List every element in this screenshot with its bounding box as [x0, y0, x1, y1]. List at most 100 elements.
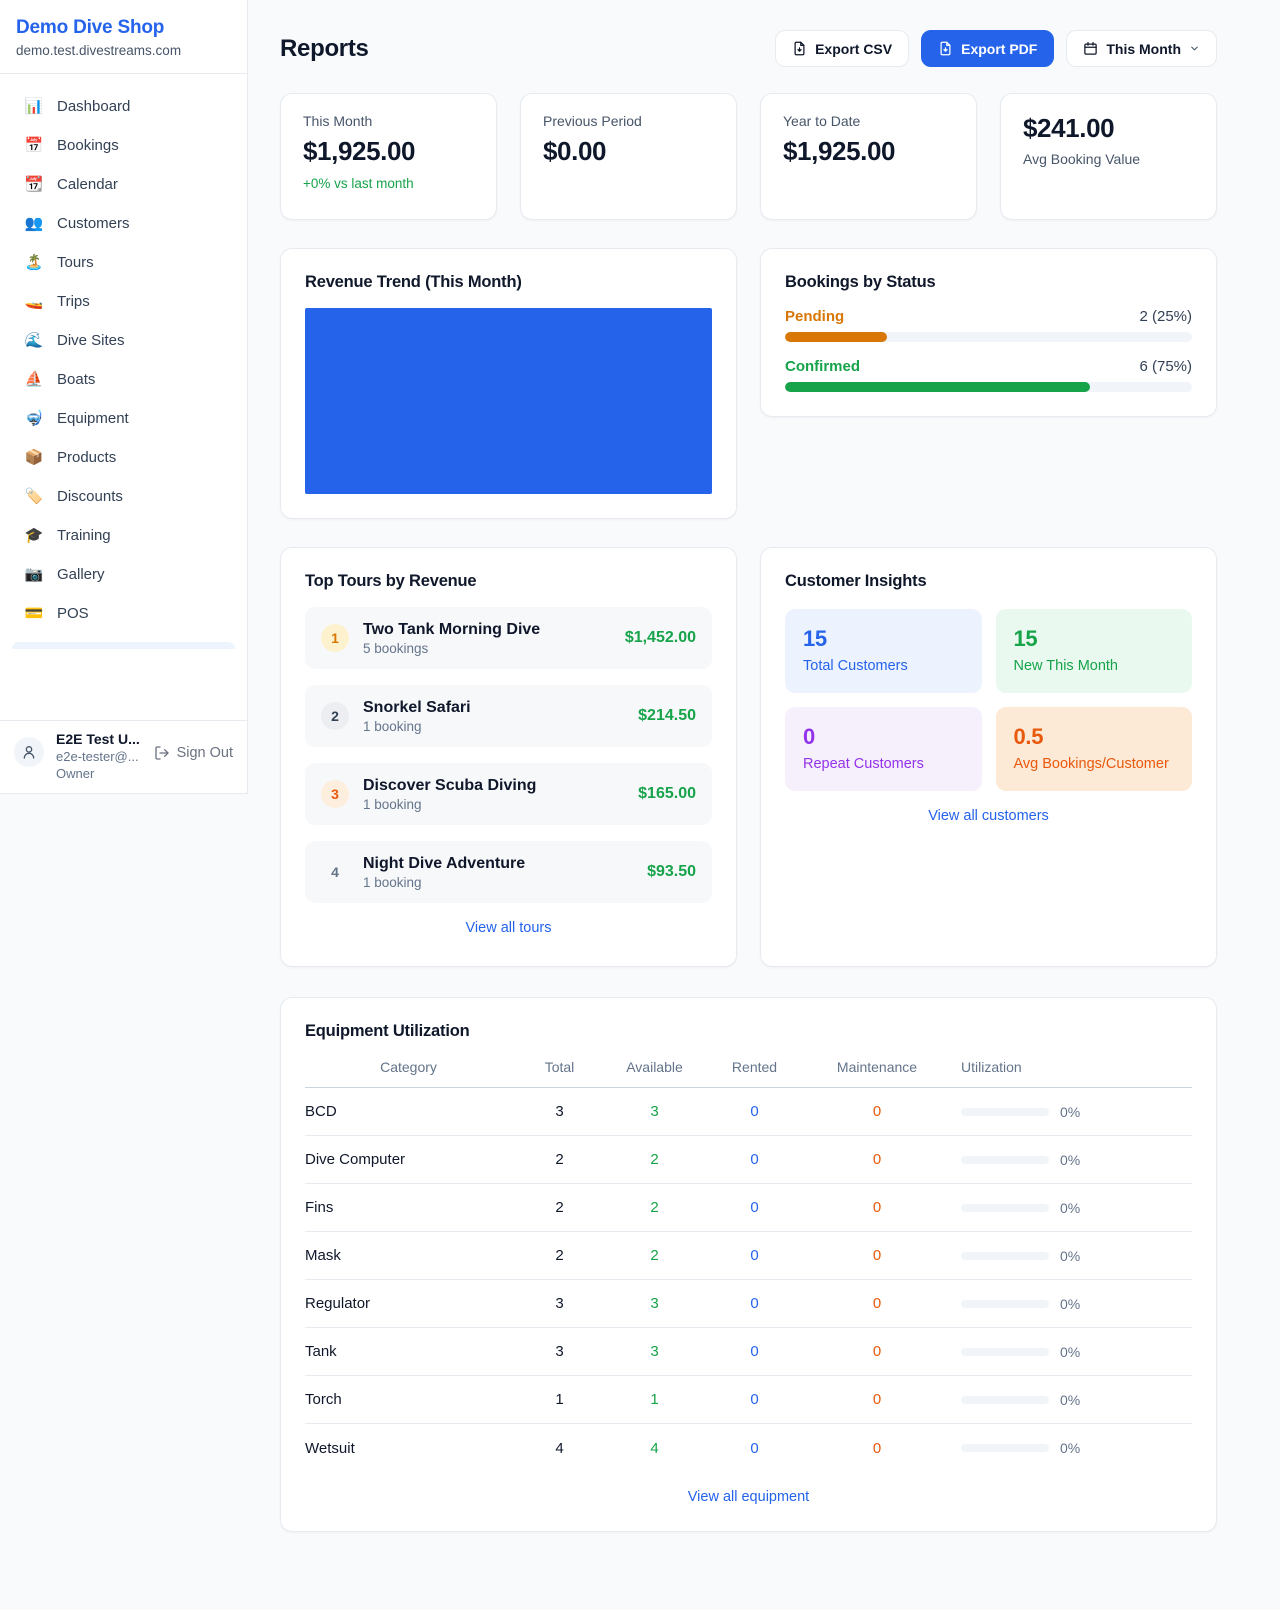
equipment-category: Wetsuit: [305, 1439, 355, 1457]
sidebar-item-equipment[interactable]: 🤿 Equipment: [12, 399, 235, 437]
stat-label: Year to Date: [783, 113, 861, 129]
sidebar-item-discounts[interactable]: 🏷️ Discounts: [12, 477, 235, 515]
tour-row[interactable]: 4 Night Dive Adventure 1 booking $93.50: [305, 841, 712, 903]
equipment-rented: 0: [750, 1439, 759, 1457]
tour-amount: $93.50: [647, 863, 696, 880]
status-list: Pending 2 (25%) Confirmed 6 (75%): [785, 308, 1192, 392]
sidebar-item-bookings[interactable]: 📅 Bookings: [12, 126, 235, 164]
stat-label: Avg Booking Value: [1023, 151, 1141, 167]
nav-item-label: Trips: [57, 292, 90, 310]
nav-item-icon: 🤿: [24, 410, 44, 427]
utilization-bar-track: [961, 1347, 1049, 1356]
table-row: Dive Computer 2 2 0 0 0%: [305, 1136, 1192, 1184]
view-all-tours-link[interactable]: View all tours: [465, 920, 552, 936]
sidebar-item-dashboard[interactable]: 📊 Dashboard: [12, 87, 235, 125]
utilization-bar-track: [961, 1251, 1049, 1260]
nav-item-icon: 📊: [24, 98, 44, 115]
rank-badge: 3: [321, 780, 349, 808]
utilization-percent: 0%: [1060, 1295, 1081, 1312]
sidebar-item-training[interactable]: 🎓 Training: [12, 516, 235, 554]
nav-item-label: Equipment: [57, 409, 129, 427]
equipment-maintenance: 0: [872, 1343, 882, 1360]
equipment-rented: 0: [750, 1103, 759, 1120]
export-csv-button[interactable]: Export CSV: [775, 30, 910, 67]
period-selector[interactable]: This Month: [1066, 30, 1217, 67]
utilization-bar-track: [961, 1203, 1049, 1212]
nav-item-label: POS: [57, 604, 89, 622]
sidebar-item-products[interactable]: 📦 Products: [12, 438, 235, 476]
sidebar-item-pos[interactable]: 💳 POS: [12, 594, 235, 632]
nav-item-label: Calendar: [57, 175, 118, 193]
active-nav-sliver: [12, 642, 235, 649]
export-pdf-button[interactable]: Export PDF: [921, 30, 1055, 67]
nav-item-icon: 🎓: [24, 527, 44, 544]
equipment-maintenance: 0: [872, 1247, 882, 1264]
table-row: Tank 3 3 0 0 0%: [305, 1328, 1192, 1376]
sign-out-button[interactable]: Sign Out: [154, 745, 233, 761]
sidebar-item-gallery[interactable]: 📷 Gallery: [12, 555, 235, 593]
insight-tile: 0 Repeat Customers: [785, 707, 982, 791]
utilization-percent: 0%: [1060, 1391, 1081, 1408]
insight-label: Repeat Customers: [803, 756, 924, 772]
sidebar-item-dive-sites[interactable]: 🌊 Dive Sites: [12, 321, 235, 359]
utilization-bar-track: [961, 1107, 1049, 1116]
equipment-category: Tank: [305, 1343, 337, 1360]
nav-item-icon: 🏝️: [24, 254, 44, 271]
sidebar-user-footer: E2E Test U... e2e-tester@... Owner Sign …: [0, 720, 247, 793]
nav-item-icon: 👥: [24, 215, 44, 232]
tour-info: Two Tank Morning Dive 5 bookings: [363, 621, 611, 656]
user-info: E2E Test U... e2e-tester@... Owner: [56, 731, 140, 781]
insight-tile: 0.5 Avg Bookings/Customer: [995, 707, 1192, 791]
equipment-total: 2: [555, 1247, 564, 1264]
page-header: Reports Export CSV Export PDF This Month: [280, 30, 1217, 67]
period-label: This Month: [1106, 40, 1181, 57]
tour-name: Night Dive Adventure: [363, 854, 526, 872]
stat-value: $241.00: [1023, 113, 1115, 143]
equipment-total: 2: [555, 1199, 564, 1216]
status-count: 6 (75%): [1139, 358, 1192, 375]
user-name: E2E Test U...: [56, 731, 140, 747]
utilization-percent: 0%: [1060, 1151, 1081, 1168]
equipment-total: 2: [555, 1151, 564, 1168]
insight-tile: 15 Total Customers: [785, 609, 982, 693]
stat-value: $0.00: [543, 136, 607, 166]
sidebar-item-calendar[interactable]: 📆 Calendar: [12, 165, 235, 203]
sidebar-item-trips[interactable]: 🚤 Trips: [12, 282, 235, 320]
status-bar-fill: [785, 382, 1091, 392]
avatar: [14, 737, 44, 767]
tour-row[interactable]: 1 Two Tank Morning Dive 5 bookings $1,45…: [305, 607, 712, 669]
insight-value: 0.5: [1013, 724, 1044, 749]
user-role: Owner: [56, 766, 95, 781]
page-title: Reports: [280, 34, 369, 62]
sidebar-item-customers[interactable]: 👥 Customers: [12, 204, 235, 242]
status-row: Confirmed 6 (75%): [785, 358, 1192, 392]
table-column-header: Rented: [731, 1059, 778, 1075]
nav-item-label: Training: [57, 526, 111, 544]
equipment-category: Regulator: [305, 1295, 371, 1312]
view-all-customers-link[interactable]: View all customers: [928, 808, 1049, 824]
tour-bookings: 1 booking: [363, 874, 422, 890]
nav-item-icon: 💳: [24, 605, 44, 622]
bookings-by-status-card: Bookings by Status Pending 2 (25%): [760, 248, 1217, 417]
nav-item-label: Customers: [57, 214, 130, 232]
tour-info: Night Dive Adventure 1 booking: [363, 855, 633, 890]
status-bar-track: [785, 332, 1192, 342]
equipment-category: BCD: [305, 1103, 337, 1120]
sidebar-item-tours[interactable]: 🏝️ Tours: [12, 243, 235, 281]
tour-bookings: 1 booking: [363, 718, 422, 734]
sidebar-item-boats[interactable]: ⛵ Boats: [12, 360, 235, 398]
tour-info: Discover Scuba Diving 1 booking: [363, 777, 624, 812]
revenue-trend-chart: [305, 308, 712, 494]
equipment-maintenance: 0: [872, 1151, 882, 1168]
rank-badge: 4: [331, 864, 339, 880]
nav-item-icon: 📦: [24, 449, 44, 466]
insight-label: New This Month: [1013, 658, 1119, 674]
utilization-percent: 0%: [1060, 1343, 1081, 1360]
equipment-category: Torch: [305, 1391, 342, 1408]
file-download-icon: [940, 41, 951, 56]
tour-row[interactable]: 3 Discover Scuba Diving 1 booking $165.0…: [305, 763, 712, 825]
equipment-available: 1: [650, 1391, 659, 1408]
main-content: Reports Export CSV Export PDF This Month…: [248, 0, 1280, 1607]
view-all-equipment-link[interactable]: View all equipment: [687, 1489, 810, 1505]
tour-row[interactable]: 2 Snorkel Safari 1 booking $214.50: [305, 685, 712, 747]
